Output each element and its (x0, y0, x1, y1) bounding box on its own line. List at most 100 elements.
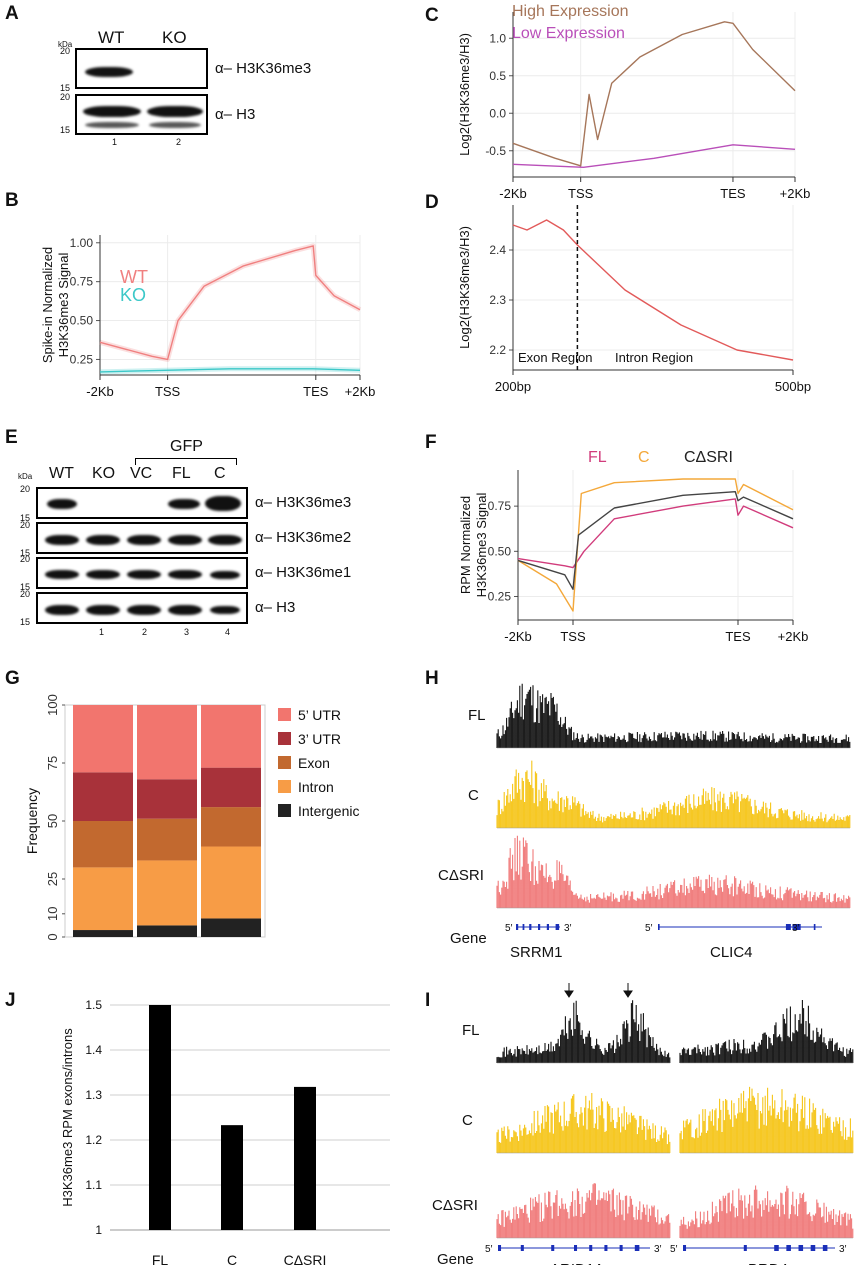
y-tick-label: 2.2 (489, 343, 506, 357)
annotation-exon-region: Exon Region (518, 350, 592, 365)
five-prime-label: 5′ (670, 1244, 678, 1255)
track-label: FL (468, 707, 486, 724)
gene-brd4-exon (774, 1245, 779, 1251)
five-prime-label: 5′ (645, 923, 653, 934)
blot-h3k36me2 (36, 522, 248, 554)
lane-number: 4 (225, 627, 231, 637)
blot-band (168, 499, 200, 509)
marker-15: 15 (20, 582, 31, 592)
gene-arid1a-exon (604, 1245, 608, 1251)
series-line-CΔSRI (517, 491, 794, 590)
blot-band (85, 122, 139, 128)
track-signal-left-0 (496, 1000, 671, 1063)
y-axis-label: Spike-in NormalizedH3K36me3 Signal (40, 247, 71, 363)
three-prime-label: 3′ (792, 923, 800, 934)
five-prime-label: 5′ (485, 1244, 493, 1255)
y-axis-label: H3K36me3 RPM exons/introns (60, 1028, 75, 1207)
bar-segment-Exon (201, 807, 261, 847)
series-line-FL (517, 498, 794, 569)
gene-srrm1-exon (555, 924, 560, 930)
bar-segment-5’ UTR (137, 705, 197, 780)
tracks-i: FL C CΔSRI Gene 5′ 3′ ARID1A 5′ 3′ BRD4 (432, 983, 854, 1265)
panel-label-a: A (5, 3, 19, 24)
blot-band (127, 570, 161, 579)
y-tick-label: 1.5 (85, 998, 102, 1012)
antibody-label-h3: α– H3 (215, 106, 256, 123)
marker-20: 20 (20, 554, 31, 564)
y-tick-label: 0.50 (488, 544, 512, 558)
lane-number: 2 (142, 627, 148, 637)
chart-f: 0.25 0.50 0.75 -2Kb TSS TES +2Kb RPM Normalized… (458, 449, 808, 644)
legend-swatch (278, 756, 291, 769)
chart-d: 2.2 2.3 2.4 200bp 500bp Log2(H3K36me3/H3) Exon… (457, 205, 811, 394)
legend-swatch (278, 732, 291, 745)
lane-label-vc: VC (130, 465, 153, 482)
y-tick-label: 0.25 (488, 590, 512, 604)
x-tick-label: TES (725, 629, 751, 644)
panel-label-h: H (425, 668, 439, 689)
y-tick-label: 25 (45, 872, 60, 886)
arrow-marker (564, 983, 574, 998)
y-tick-label: 1.4 (85, 1043, 102, 1057)
blot-band (85, 67, 133, 77)
blot-h3k36me1 (36, 557, 248, 589)
lane-label-wt: WT (98, 28, 125, 47)
lane-label-fl: FL (172, 465, 191, 482)
y-axis-label: RPM NormalizedH3K36me3 Signal (458, 492, 489, 597)
marker-20: 20 (20, 520, 31, 530)
gene-srrm1-exon (529, 924, 532, 930)
gene-srrm1-exon (546, 924, 549, 930)
legend-ko: KO (120, 285, 146, 305)
bar-segment-Intron (201, 846, 261, 919)
track-label: CΔSRI (438, 867, 484, 884)
track-label: FL (462, 1022, 480, 1039)
bar-segment-Intergenic (73, 930, 133, 937)
x-tick-label: 500bp (775, 379, 811, 394)
blot-band (45, 535, 79, 545)
x-tick-label: +2Kb (345, 384, 376, 399)
panel-a: A kDa WT KO 20 15 α– H3K36me3 20 15 α– H… (0, 0, 420, 180)
track-label: C (462, 1112, 473, 1129)
x-tick-label: -2Kb (86, 384, 113, 399)
gene-name: BRD4 (748, 1261, 788, 1265)
bar-segment-3’ UTR (73, 772, 133, 821)
legend-label: 3’ UTR (298, 731, 341, 747)
bar-segment-Intron (73, 867, 133, 931)
gene-brd4-exon (683, 1245, 687, 1251)
antibody-label-h3k36me1: α– H3K36me1 (255, 564, 352, 581)
legend-label: Intron (298, 779, 334, 795)
bar-segment-3’ UTR (137, 779, 197, 819)
blot-band (205, 496, 241, 511)
x-tick-label: C (227, 1252, 237, 1265)
x-tick-label: TSS (568, 186, 594, 201)
lane-label-wt: WT (49, 465, 74, 482)
track-signal-0 (496, 683, 851, 748)
gene-brd4-exon (822, 1245, 828, 1251)
lane-number: 1 (99, 627, 105, 637)
gene-arid1a-exon (520, 1245, 524, 1251)
track-label: C (468, 787, 479, 804)
legend-wt: WT (120, 267, 148, 287)
three-prime-label: 3′ (564, 923, 572, 934)
legend-label: Exon (298, 755, 330, 771)
blot-band (45, 605, 79, 615)
y-tick-label: 2.4 (489, 243, 506, 257)
legend-label: Intergenic (298, 803, 359, 819)
y-tick-label: 1.0 (489, 31, 506, 45)
bar-segment-Exon (73, 821, 133, 868)
legend-swatch (278, 804, 291, 817)
track-signal-left-1 (496, 1093, 671, 1153)
gene-clic4-exon (785, 924, 791, 930)
gene-srrm1-exon (522, 924, 525, 930)
kda-label: kDa (58, 40, 73, 49)
y-tick-label: 50 (45, 814, 60, 828)
track-signal-1 (496, 760, 851, 828)
series-line-C (517, 478, 794, 612)
three-prime-label: 3′ (839, 1244, 847, 1255)
track-signal-right-1 (679, 1086, 854, 1153)
blot-band (86, 570, 120, 579)
legend-low-expression: Low Expression (512, 25, 625, 42)
x-tick-label: TES (720, 186, 746, 201)
